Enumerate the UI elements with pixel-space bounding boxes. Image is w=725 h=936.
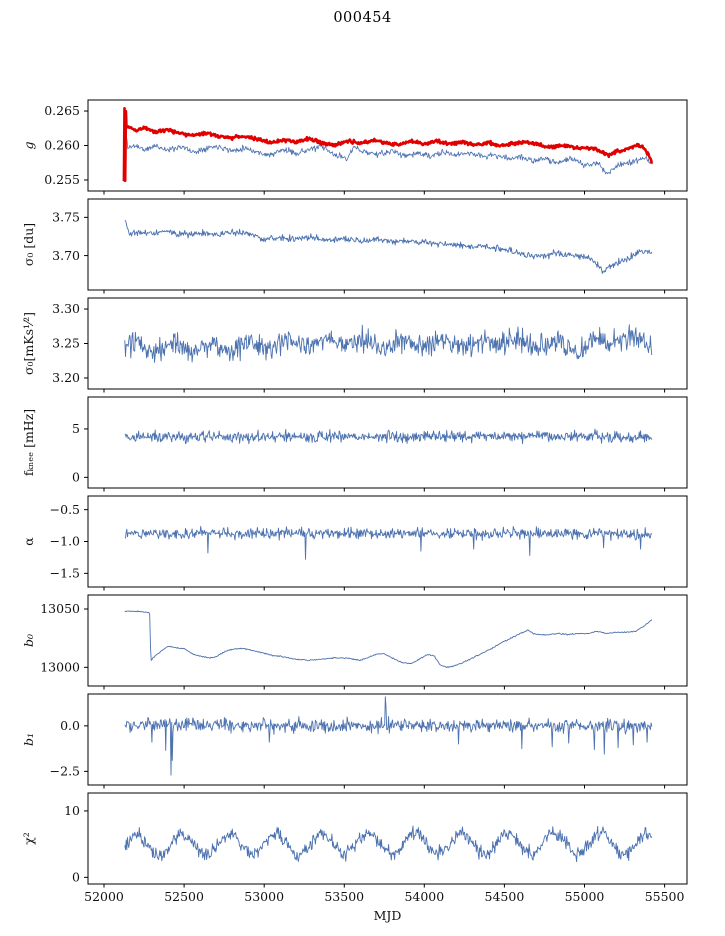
y-tick-label: 10	[64, 803, 80, 818]
series-b1-series	[124, 696, 653, 776]
panel-frame	[87, 99, 688, 192]
y-tick-label: 0.255	[44, 172, 80, 187]
panel-sigma0-du: 3.70 3.75 σ₀ [du]	[21, 198, 688, 294]
y-tick-label: 0.260	[44, 138, 80, 153]
panel-frame	[87, 594, 688, 687]
x-tick-label: 53500	[324, 889, 364, 904]
y-axis-label: α	[21, 537, 36, 546]
y-tick-label: 13050	[40, 601, 80, 616]
y-tick-label: 3.75	[52, 210, 80, 225]
y-axis-label: g	[21, 141, 36, 149]
y-tick-label: 3.25	[52, 336, 80, 351]
y-axis-label: σ₀ [du]	[21, 223, 36, 266]
panel-b1: 0.0 −2.5 b₁	[21, 693, 688, 789]
y-axis-label: b₀	[21, 634, 36, 647]
x-tick-label: 54000	[404, 889, 444, 904]
panel-chi2: 0 10 χ²	[21, 792, 688, 888]
x-tick-label: 52000	[84, 889, 124, 904]
figure-title: 000454	[333, 10, 392, 26]
y-tick-label: −0.5	[50, 502, 80, 517]
series-g-baseline	[124, 135, 653, 175]
panel-frame	[87, 198, 688, 291]
panel-frame	[87, 495, 688, 588]
y-tick-label: 5	[72, 421, 80, 436]
panel-b0: 13000 13050 b₀	[21, 594, 688, 690]
panel-frame	[87, 693, 688, 786]
panel-frame	[87, 396, 688, 489]
panel-alpha: −0.5 −1.0 −1.5 α	[21, 495, 688, 591]
y-tick-label: 0	[72, 870, 80, 885]
y-axis-label: χ²	[21, 832, 36, 845]
series-g-highlight	[122, 106, 654, 182]
series-b0-series	[124, 610, 653, 668]
y-tick-label: −1.0	[50, 534, 80, 549]
panel-sigma0-mks: 3.20 3.25 3.30 σ₀[mKs¹⁄²]	[21, 297, 688, 393]
x-tick-label: 55000	[565, 889, 605, 904]
panel-g: 0.255 0.260 0.265 g	[21, 99, 688, 195]
series-chi2-series	[124, 825, 653, 863]
y-tick-label: −1.5	[50, 566, 80, 581]
series-alpha-series	[124, 525, 653, 560]
x-tick-label: 53000	[244, 889, 284, 904]
x-axis-label: MJD	[374, 908, 402, 923]
y-tick-label: 0.265	[44, 103, 80, 118]
y-axis-label: σ₀[mKs¹⁄²]	[21, 312, 36, 375]
y-tick-label: −2.5	[50, 764, 80, 779]
panel-frame	[87, 792, 688, 885]
y-axis-label: fₖₙₑₑ [mHz]	[21, 409, 36, 476]
x-tick-label: 52500	[164, 889, 204, 904]
series-f-knee-series	[124, 428, 653, 445]
y-tick-label: 0.0	[60, 718, 80, 733]
y-tick-label: 13000	[40, 660, 80, 675]
series-sigma0-mks-series	[124, 324, 653, 363]
y-axis-label: b₁	[21, 733, 36, 746]
y-tick-label: 0	[72, 470, 80, 485]
x-tick-label: 55500	[645, 889, 685, 904]
y-tick-label: 3.30	[52, 301, 80, 316]
y-tick-label: 3.70	[52, 248, 80, 263]
y-tick-label: 3.20	[52, 370, 80, 385]
x-tick-label: 54500	[485, 889, 525, 904]
panel-f-knee: 0 5 fₖₙₑₑ [mHz]	[21, 396, 688, 492]
series-sigma0-du-series	[124, 220, 653, 274]
